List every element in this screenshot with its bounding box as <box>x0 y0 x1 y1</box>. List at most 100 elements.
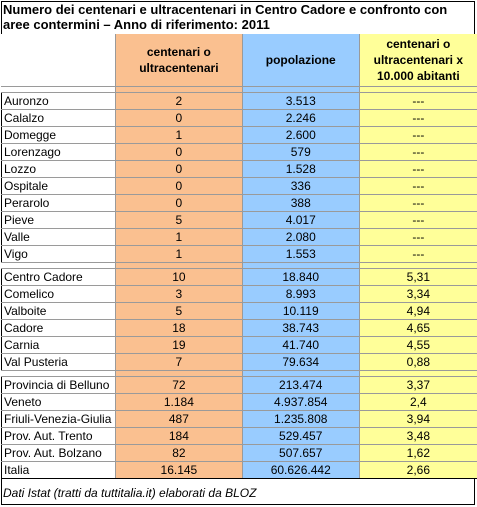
table-row: Italia 16.145 60.626.442 2,66 <box>1 461 477 479</box>
rate-cell: 2,66 <box>359 461 477 479</box>
centenari-cell: 1 <box>115 245 243 263</box>
group-separator <box>1 262 477 269</box>
popolazione-cell: 60.626.442 <box>242 461 360 479</box>
table-row: Auronzo 2 3.513 --- <box>1 92 477 110</box>
rate-cell: 3,37 <box>359 376 477 394</box>
header-empty <box>1 34 116 87</box>
area-name-cell: Perarolo <box>1 194 116 212</box>
area-name-cell: Centro Cadore <box>1 268 116 286</box>
rate-cell: --- <box>359 245 477 263</box>
table-row: Friuli-Venezia-Giulia 487 1.235.808 3,94 <box>1 410 477 428</box>
separator-cell <box>359 262 477 269</box>
separator-cell <box>115 262 243 269</box>
centenari-cell: 5 <box>115 302 243 320</box>
centenari-cell: 7 <box>115 353 243 371</box>
area-name-cell: Provincia di Belluno <box>1 376 116 394</box>
area-name-cell: Friuli-Venezia-Giulia <box>1 410 116 428</box>
popolazione-cell: 529.457 <box>242 427 360 445</box>
centenari-cell: 5 <box>115 211 243 229</box>
data-table: centenari o ultracentenari popolazione c… <box>1 34 477 479</box>
separator-cell <box>242 86 360 93</box>
area-name-cell: Comelico <box>1 285 116 303</box>
rate-cell: --- <box>359 126 477 144</box>
group-separator <box>1 370 477 377</box>
table-row: Ospitale 0 336 --- <box>1 177 477 195</box>
popolazione-cell: 10.119 <box>242 302 360 320</box>
area-name-cell: Auronzo <box>1 92 116 110</box>
popolazione-cell: 213.474 <box>242 376 360 394</box>
table-row: Cadore 18 38.743 4,65 <box>1 319 477 337</box>
centenari-cell: 1.184 <box>115 393 243 411</box>
rate-cell: 5,31 <box>359 268 477 286</box>
area-name-cell: Val Pusteria <box>1 353 116 371</box>
table-row: Calalzo 0 2.246 --- <box>1 109 477 127</box>
table-row: Vigo 1 1.553 --- <box>1 245 477 263</box>
rate-cell: 4,94 <box>359 302 477 320</box>
popolazione-cell: 507.657 <box>242 444 360 462</box>
table-row: Carnia 19 41.740 4,55 <box>1 336 477 354</box>
table-row: Valle 1 2.080 --- <box>1 228 477 246</box>
rate-cell: 4,65 <box>359 319 477 337</box>
centenari-cell: 184 <box>115 427 243 445</box>
popolazione-cell: 1.553 <box>242 245 360 263</box>
table-row: Prov. Aut. Trento 184 529.457 3,48 <box>1 427 477 445</box>
centenari-cell: 1 <box>115 126 243 144</box>
popolazione-cell: 38.743 <box>242 319 360 337</box>
centenari-cell: 0 <box>115 143 243 161</box>
area-name-cell: Vigo <box>1 245 116 263</box>
area-name-cell: Carnia <box>1 336 116 354</box>
rate-cell: 3,94 <box>359 410 477 428</box>
table-row: Pieve 5 4.017 --- <box>1 211 477 229</box>
table-row: Domegge 1 2.600 --- <box>1 126 477 144</box>
popolazione-cell: 2.080 <box>242 228 360 246</box>
centenari-cell: 16.145 <box>115 461 243 479</box>
table-row: Prov. Aut. Bolzano 82 507.657 1,62 <box>1 444 477 462</box>
area-name-cell: Valle <box>1 228 116 246</box>
popolazione-cell: 4.937.854 <box>242 393 360 411</box>
header-centenari: centenari o ultracentenari <box>115 34 243 87</box>
area-name-cell: Italia <box>1 461 116 479</box>
centenari-cell: 10 <box>115 268 243 286</box>
popolazione-cell: 8.993 <box>242 285 360 303</box>
separator-cell <box>242 262 360 269</box>
header-popolazione: popolazione <box>242 34 360 87</box>
popolazione-cell: 3.513 <box>242 92 360 110</box>
table-row: Comelico 3 8.993 3,34 <box>1 285 477 303</box>
header-rate: centenari o ultracentenari x 10.000 abit… <box>359 34 477 87</box>
table-title: Numero dei centenari e ultracentenari in… <box>3 2 448 32</box>
header-row: centenari o ultracentenari popolazione c… <box>1 34 477 87</box>
area-name-cell: Ospitale <box>1 177 116 195</box>
source-note: Dati Istat (tratti da tuttitalia.it) ela… <box>3 486 257 500</box>
centenari-cell: 0 <box>115 109 243 127</box>
area-name-cell: Prov. Aut. Trento <box>1 427 116 445</box>
rate-cell: --- <box>359 211 477 229</box>
area-name-cell: Prov. Aut. Bolzano <box>1 444 116 462</box>
rate-cell: --- <box>359 228 477 246</box>
area-name-cell: Lorenzago <box>1 143 116 161</box>
centenari-cell: 0 <box>115 177 243 195</box>
area-name-cell: Domegge <box>1 126 116 144</box>
separator-cell <box>359 86 477 93</box>
group-separator <box>1 86 477 93</box>
rate-cell: --- <box>359 143 477 161</box>
table-row: Valboite 5 10.119 4,94 <box>1 302 477 320</box>
centenari-cell: 3 <box>115 285 243 303</box>
table-row: Lorenzago 0 579 --- <box>1 143 477 161</box>
table-row: Val Pusteria 7 79.634 0,88 <box>1 353 477 371</box>
centenari-cell: 2 <box>115 92 243 110</box>
area-name-cell: Veneto <box>1 393 116 411</box>
table-row: Veneto 1.184 4.937.854 2,4 <box>1 393 477 411</box>
area-name-cell: Pieve <box>1 211 116 229</box>
centenari-cell: 1 <box>115 228 243 246</box>
separator-cell <box>242 370 360 377</box>
rate-cell: --- <box>359 109 477 127</box>
popolazione-cell: 18.840 <box>242 268 360 286</box>
table-row: Perarolo 0 388 --- <box>1 194 477 212</box>
rate-cell: --- <box>359 160 477 178</box>
separator-cell <box>1 262 116 269</box>
area-name-cell: Cadore <box>1 319 116 337</box>
area-name-cell: Lozzo <box>1 160 116 178</box>
rate-cell: --- <box>359 92 477 110</box>
centenari-cell: 487 <box>115 410 243 428</box>
centenari-cell: 19 <box>115 336 243 354</box>
